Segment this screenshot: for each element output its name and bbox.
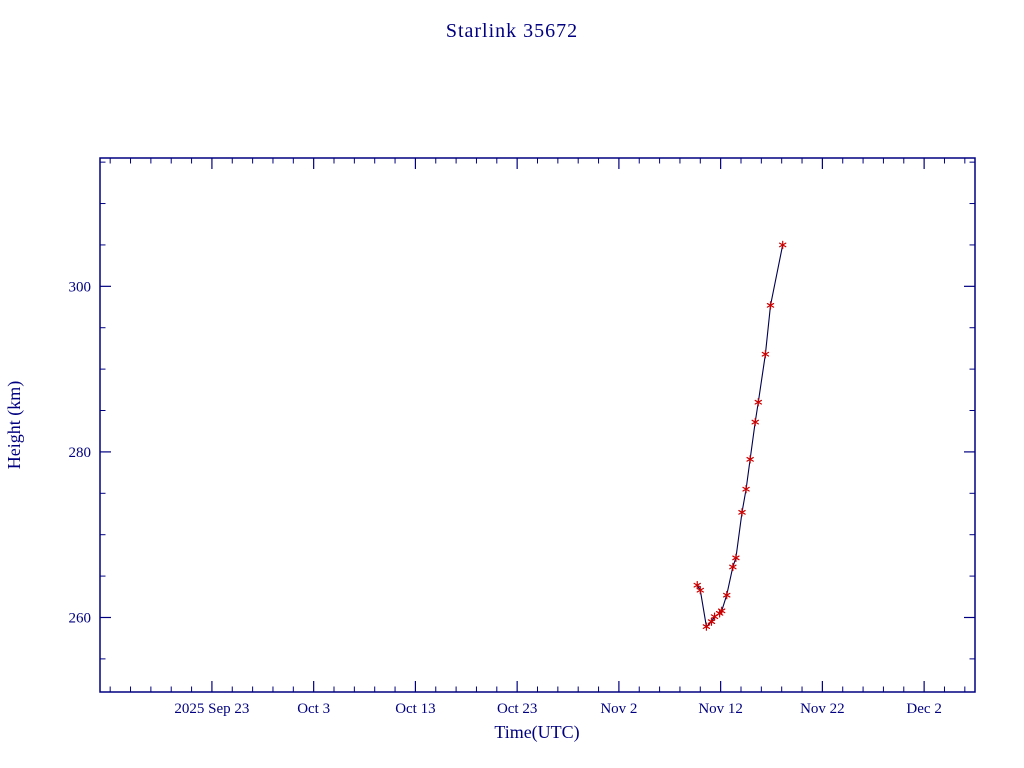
plot-frame [99,157,976,693]
y-tick-label: 260 [69,610,92,626]
x-tick-label: Nov 2 [600,701,637,717]
marker-asterisk-arm [707,619,716,625]
y-ticks [100,161,975,660]
series-line [696,244,784,628]
data-markers [693,240,787,631]
marker-asterisk-arm [746,456,754,462]
y-axis-label: Height (km) [4,381,25,469]
marker-asterisk-arm [742,486,750,492]
x-tick-label: Oct 3 [297,701,330,717]
y-tick-label: 280 [69,445,92,461]
x-tick-label: Dec 2 [906,701,941,717]
x-ticks [109,158,966,692]
chart-title: Starlink 35672 [446,20,578,42]
plot-area: 2025 Sep 23 Oct 3 Oct 13 Oct 23 Nov 2 Nov 12 N… [69,157,976,717]
marker-asterisk-arm [766,302,775,308]
marker-asterisk-arm [696,587,705,593]
marker-asterisk-arm [761,351,770,357]
marker-asterisk-arm [738,509,746,515]
marker-asterisk-arm [702,624,711,629]
marker-asterisk-arm [717,608,726,614]
x-tick-label: Nov 12 [698,701,743,717]
x-axis-label: Time(UTC) [494,722,579,743]
marker-asterisk-arm [693,582,701,588]
x-tick-label: Oct 23 [497,701,537,717]
x-tick-label: Nov 22 [800,701,845,717]
marker-asterisk-arm [778,242,787,248]
marker-asterisk-arm [751,419,759,425]
marker-asterisk-arm [723,592,731,598]
marker-asterisk-arm [732,555,740,561]
x-tick-label: Oct 13 [395,701,435,717]
y-tick-label: 300 [69,279,92,295]
marker-asterisk-arm [754,399,763,405]
x-tick-label: 2025 Sep 23 [174,701,249,717]
marker-asterisk-arm [729,564,737,570]
